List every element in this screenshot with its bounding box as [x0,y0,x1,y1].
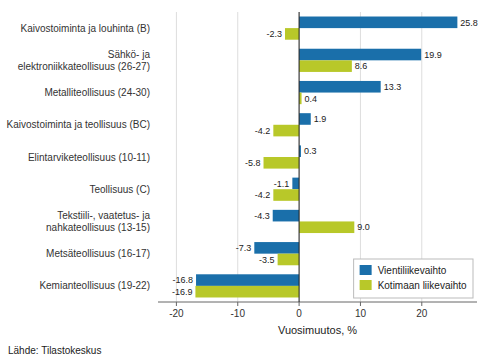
zero-line [299,12,300,302]
tick-mark [421,302,422,306]
data-label: 8.6 [355,61,368,71]
grid-line [299,12,300,302]
tick-label: 20 [416,308,428,319]
bar [273,125,299,137]
data-label: -4.2 [255,126,271,136]
grid-line [237,12,238,302]
category-label: Metsäteollisuus (16-17) [46,248,150,259]
x-axis: -20 -10 0 10 20 [158,302,477,319]
data-label: -7.3 [236,243,252,253]
data-label: 0.3 [304,146,317,156]
annotation: Lähde: Tilastokeskus [8,345,101,356]
category-label: Elintarviketeollisuus (10-11) [28,152,150,163]
bars [195,17,457,298]
legend-label: Kotimaan liikevaihto [378,280,467,291]
category-label: Metalliteollisuus (24-30) [44,87,150,98]
data-label: 19.9 [424,50,442,60]
category-label: Kaivostoiminta ja teollisuus (BC) [7,119,150,130]
tick-label: 10 [355,308,367,319]
tick-label: -20 [169,308,184,319]
data-label: -4.3 [254,211,270,221]
bar [264,157,300,169]
category-label: Kaivostoiminta ja louhinta (B) [20,23,150,34]
tick-mark [360,302,361,306]
data-label: 9.0 [357,222,370,232]
category-label: Teollisuus (C) [89,184,150,195]
bar [299,221,354,233]
data-label: -3.5 [259,255,275,265]
x-axis-label: Vuosimuutos, % [278,324,357,336]
bar [195,286,299,298]
legend-label: Vientiliikevaihto [378,265,447,276]
data-label: 0.4 [305,94,318,104]
bar [254,242,299,254]
bar [273,210,299,222]
data-label: 1.9 [314,114,327,124]
data-label: 13.3 [384,82,402,92]
grid-line [176,12,177,302]
chart: Kaivostoiminta ja louhinta (B) Sähkö- jae… [0,0,493,360]
tick-mark [176,302,177,306]
legend-swatch [360,280,372,290]
data-label: -16.8 [173,275,194,285]
bar [299,60,352,72]
bar [299,81,381,93]
bar [196,274,299,286]
tick-label: -10 [231,308,246,319]
bar [285,28,299,40]
bar [273,189,299,201]
data-label: -2.3 [266,29,282,39]
x-axis-line [158,302,477,303]
data-label: 25.8 [460,18,478,28]
data-label: -5.8 [245,158,261,168]
category-label: Kemianteollisuus (19-22) [39,280,150,291]
bar [299,113,311,125]
data-label: -1.1 [274,179,290,189]
data-labels: 25.8 19.9 13.3 1.9 0.3 -1.1 -4.3 -7.3 -16.8 -2.3 8… [172,18,478,297]
legend-box [354,259,473,298]
legend: Vientiliikevaihto Kotimaan liikevaihto [354,259,473,298]
data-label: -16.9 [172,287,193,297]
legend-swatch [360,265,372,275]
category-label: Tekstiili-, vaatetus- janahkateollisuus … [46,210,150,233]
bar [299,49,421,61]
y-axis: Kaivostoiminta ja louhinta (B) Sähkö- jae… [7,23,151,292]
tick-mark [237,302,238,306]
bar [292,178,299,190]
tick-mark [299,302,300,306]
tick-label: 0 [296,308,302,319]
category-label: Sähkö- jaelektroniikkateollisuus (26-27) [18,49,151,71]
data-label: -4.2 [255,190,271,200]
bar [299,17,457,29]
bar [278,254,299,266]
